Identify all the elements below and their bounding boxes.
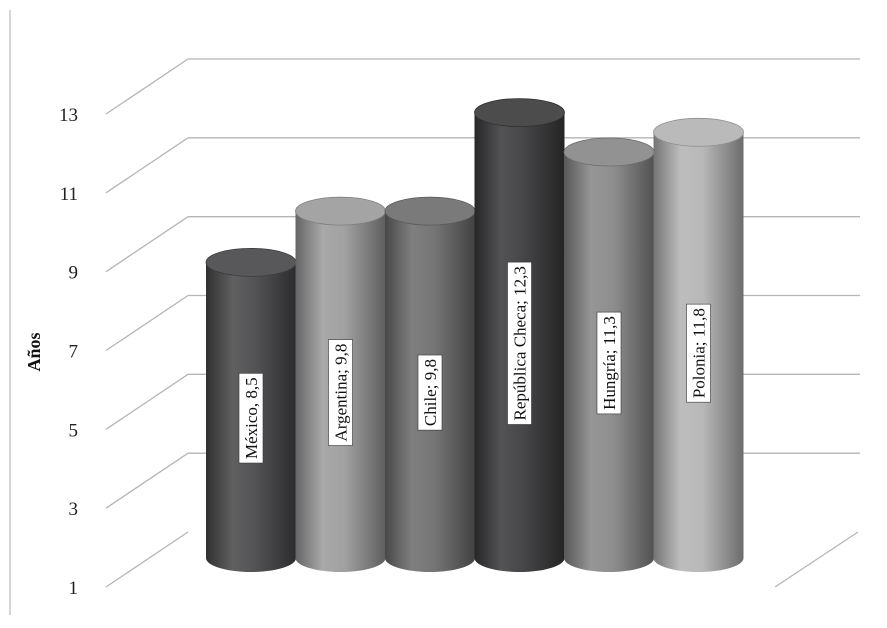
data-label-text: Argentina; 9,8: [332, 344, 351, 442]
data-label: Chile; 9,8: [417, 354, 443, 431]
data-label: Hungría; 11,3: [596, 311, 622, 415]
data-labels: México, 8,5 Argentina; 9,8 Chile; 9,8 Repúb…: [238, 261, 711, 464]
bar-top: [384, 196, 476, 226]
bar-top: [474, 98, 565, 127]
data-label-text: Chile; 9,8: [421, 359, 440, 426]
y-tick-label: 1: [69, 578, 79, 599]
data-label-text: República Checa; 12,3: [511, 266, 530, 420]
data-label-text: México, 8,5: [242, 377, 261, 459]
data-label-box: [596, 311, 622, 415]
bars: [205, 98, 744, 573]
data-label: Argentina; 9,8: [328, 339, 353, 446]
bar-top: [295, 196, 386, 226]
data-label-box: [507, 261, 532, 425]
data-label: México, 8,5: [238, 373, 264, 464]
data-label-box: [417, 354, 443, 431]
bar-top: [653, 117, 744, 147]
gridline-diagonal: [105, 531, 189, 588]
gridline-diagonal: [105, 216, 189, 273]
gridline-diagonal: [105, 294, 189, 352]
y-axis-label: Años: [24, 332, 44, 371]
y-tick-label: 9: [69, 263, 79, 284]
data-label-text: Polonia; 11,8: [690, 308, 709, 398]
data-label: República Checa; 12,3: [507, 261, 532, 425]
bar-top: [563, 137, 655, 167]
y-tick-label: 13: [59, 105, 78, 126]
floor-edge: [774, 531, 859, 588]
data-label-box: [328, 339, 353, 446]
data-label-box: [686, 303, 711, 403]
gridline-diagonal: [105, 58, 189, 115]
gridline-diagonal: [105, 373, 189, 430]
data-label-text: Hungría; 11,3: [600, 316, 619, 410]
y-tick-label: 5: [69, 420, 79, 441]
y-tick-label: 11: [60, 184, 78, 205]
gridline-diagonal: [105, 137, 189, 194]
data-label: Polonia; 11,8: [686, 303, 711, 403]
data-label-box: [238, 373, 264, 464]
y-tick-label: 3: [69, 499, 79, 520]
bar-top: [205, 247, 297, 277]
gridline-diagonal: [105, 452, 189, 509]
y-tick-label: 7: [69, 342, 79, 363]
